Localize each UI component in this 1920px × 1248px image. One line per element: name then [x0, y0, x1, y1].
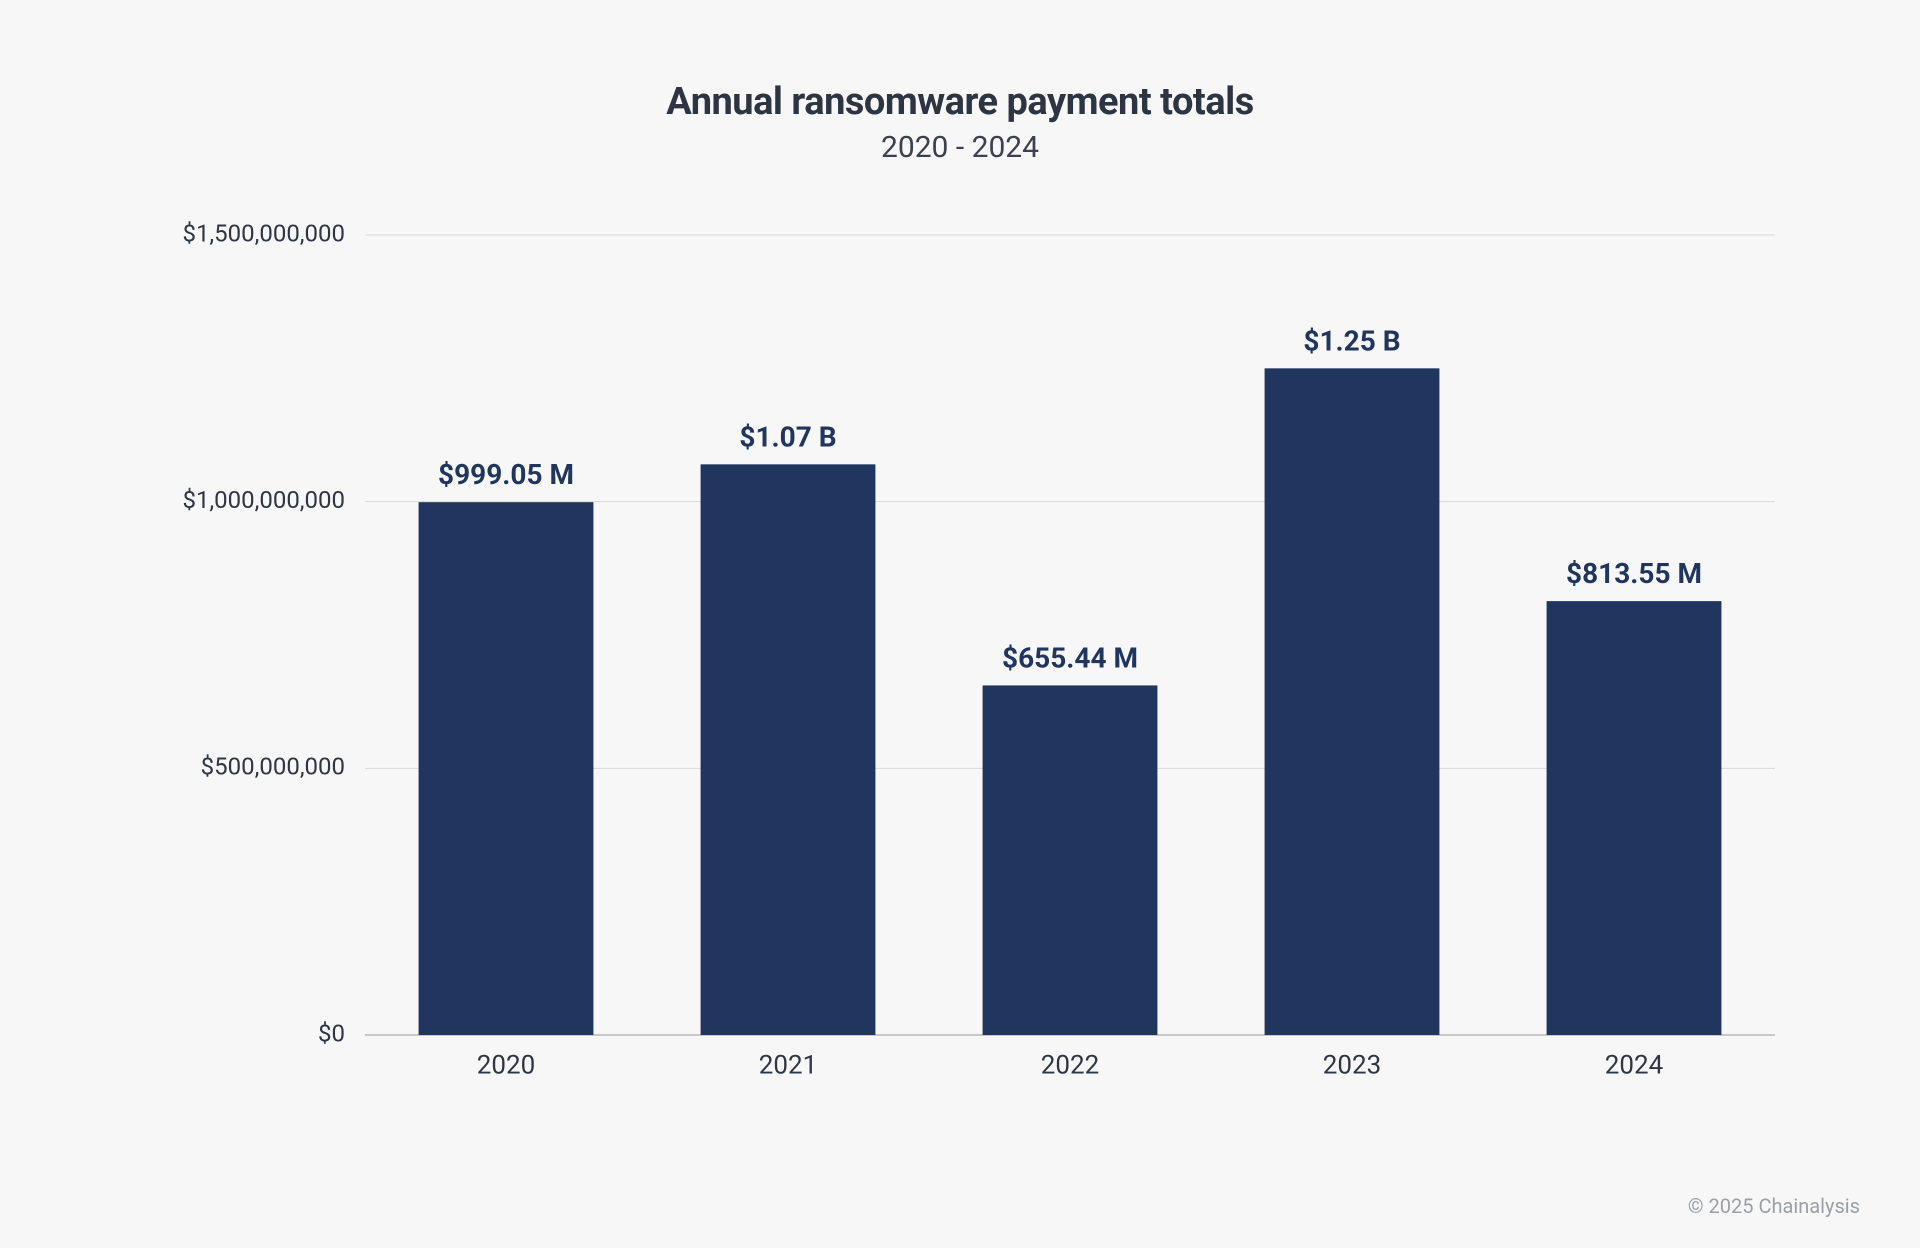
bar-value-label: $655.44 M: [1002, 641, 1138, 674]
bar: [1547, 601, 1722, 1035]
x-tick-label: 2020: [477, 1050, 535, 1080]
page-root: Annual ransomware payment totals 2020 - …: [0, 0, 1920, 1248]
chart-titles: Annual ransomware payment totals 2020 - …: [100, 80, 1820, 165]
x-tick-label: 2024: [1605, 1050, 1664, 1080]
bar-value-label: $813.55 M: [1566, 557, 1702, 590]
chart-svg: $0 $500,000,000 $1,000,000,000 $1,500,000,0…: [135, 215, 1785, 1115]
bar-value-label: $1.07 B: [739, 420, 836, 453]
bar: [701, 464, 876, 1035]
x-tick-label: 2023: [1323, 1050, 1381, 1080]
bar: [1265, 368, 1440, 1035]
x-tick-label: 2021: [759, 1050, 817, 1080]
bar-value-label: $999.05 M: [438, 458, 574, 491]
y-tick-label: $500,000,000: [201, 753, 345, 781]
chart-area: $0 $500,000,000 $1,000,000,000 $1,500,000,0…: [135, 215, 1785, 1115]
bar: [419, 502, 594, 1035]
chart-subtitle: 2020 - 2024: [100, 130, 1820, 165]
y-tick-label: $1,500,000,000: [182, 219, 345, 247]
bar: [983, 685, 1158, 1035]
x-tick-label: 2022: [1041, 1050, 1099, 1080]
chart-title: Annual ransomware payment totals: [100, 80, 1820, 124]
bar-value-label: $1.25 B: [1303, 324, 1400, 357]
y-tick-label: $1,000,000,000: [182, 486, 345, 514]
attribution-text: © 2025 Chainalysis: [1688, 1194, 1860, 1218]
y-tick-label: $0: [318, 1019, 345, 1047]
